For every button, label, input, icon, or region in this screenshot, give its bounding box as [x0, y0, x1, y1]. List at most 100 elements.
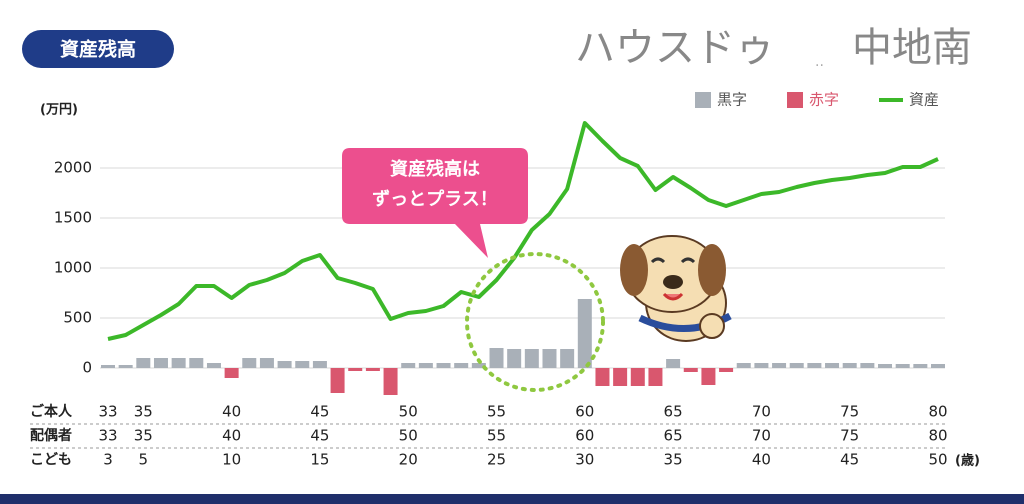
bar: [701, 368, 716, 385]
bar: [736, 363, 751, 368]
bar: [153, 358, 168, 368]
age-tick-label: 50: [399, 427, 418, 445]
age-tick-label: 40: [222, 403, 241, 421]
bar: [118, 365, 133, 368]
bar: [577, 299, 592, 368]
age-tick-label: 50: [399, 403, 418, 421]
bar: [136, 358, 151, 368]
age-tick-label: 3: [103, 451, 113, 469]
y-tick-label: 500: [63, 309, 92, 327]
age-tick-label: 40: [222, 427, 241, 445]
age-tick-label: 75: [840, 403, 859, 421]
age-tick-label: 5: [139, 451, 149, 469]
line: [107, 121, 939, 341]
bar: [719, 368, 734, 372]
bar: [860, 363, 875, 368]
age-tick-label: 55: [487, 403, 506, 421]
dog-illustration: [620, 235, 732, 342]
row-label: こども: [30, 452, 72, 468]
age-tick-label: 33: [98, 403, 117, 421]
unit-label: (万円): [40, 103, 78, 118]
bar: [878, 364, 893, 368]
bar: [259, 358, 274, 368]
bar: [295, 361, 310, 368]
bar: [383, 368, 398, 395]
badge-text: 資産残高: [60, 38, 136, 61]
bar: [507, 349, 522, 368]
bar: [171, 358, 186, 368]
age-tick-label: 70: [752, 403, 771, 421]
bar: [471, 363, 486, 368]
bar: [789, 363, 804, 368]
age-tick-label: 45: [310, 403, 329, 421]
bar: [524, 349, 539, 368]
age-tick-label: 40: [752, 451, 771, 469]
age-tick-label: 30: [575, 451, 594, 469]
bar: [825, 363, 840, 368]
bar: [842, 363, 857, 368]
age-tick-label: 45: [310, 427, 329, 445]
age-tick-label: 60: [575, 403, 594, 421]
age-tick-label: 10: [222, 451, 241, 469]
bar: [224, 368, 239, 378]
callout-bubble: [342, 148, 528, 258]
legend-label: 赤字: [809, 91, 839, 109]
row-label: 配偶者: [30, 427, 72, 444]
y-tick-label: 2000: [54, 159, 92, 177]
age-tick-label: 70: [752, 427, 771, 445]
callout: 資産残高は ずっとプラス！: [342, 148, 528, 258]
bar: [312, 361, 327, 368]
badge: [22, 30, 174, 68]
bar: [913, 364, 928, 368]
bar: [489, 348, 504, 368]
age-tick-label: 25: [487, 451, 506, 469]
bar: [365, 368, 380, 371]
age-tick-label: 60: [575, 427, 594, 445]
age-tick-label: 35: [134, 403, 153, 421]
highlight-circle: [465, 252, 605, 392]
bar: [542, 349, 557, 368]
y-tick-label: 1500: [54, 209, 92, 227]
bar: [595, 368, 610, 386]
callout-text: 資産残高は: [390, 158, 480, 180]
bar: [348, 368, 363, 371]
legend-label: 資産: [909, 91, 939, 109]
age-tick-label: 80: [928, 427, 947, 445]
bar: [436, 363, 451, 368]
bar: [648, 368, 663, 386]
bar: [454, 363, 469, 368]
brand: ハウスドゥ: [575, 25, 775, 71]
age-tick-label: 65: [664, 427, 683, 445]
bar: [895, 364, 910, 368]
row-label: ご本人: [30, 403, 73, 420]
age-tick-label: 33: [98, 427, 117, 445]
age-tick-label: 50: [928, 451, 947, 469]
bar: [772, 363, 787, 368]
age-tick-label: 55: [487, 427, 506, 445]
y-tick-label: 0: [82, 359, 92, 377]
brand-dots: ..: [815, 54, 824, 70]
callout-text: ずっとプラス！: [372, 188, 498, 210]
age-tick-label: 80: [928, 403, 947, 421]
age-tick-label: 35: [134, 427, 153, 445]
age-tick-label: 45: [840, 451, 859, 469]
bar: [189, 358, 204, 368]
bar: [277, 361, 292, 368]
brand-area: 中地南: [852, 25, 972, 71]
bar: [101, 365, 115, 368]
age-tick-label: 15: [310, 451, 329, 469]
bar: [807, 363, 822, 368]
age-tick-label: 75: [840, 427, 859, 445]
bar: [666, 359, 681, 368]
bar: [206, 363, 221, 368]
bar: [330, 368, 345, 393]
age-tick-label: 65: [664, 403, 683, 421]
legend-swatch: [787, 92, 803, 108]
bar: [754, 363, 769, 368]
bar: [418, 363, 433, 368]
bar: [683, 368, 698, 372]
age-unit: (歳): [955, 453, 980, 469]
bar: [630, 368, 645, 386]
